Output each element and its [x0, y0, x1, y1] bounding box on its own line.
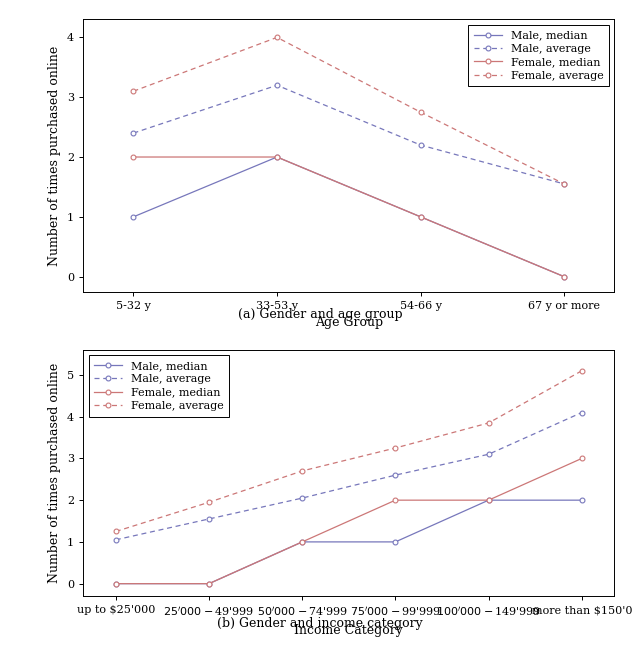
Female, median	[484, 496, 492, 504]
Female, average	[417, 108, 424, 116]
Female, average	[578, 367, 586, 375]
Male, average	[578, 409, 586, 417]
Male, average	[273, 82, 281, 89]
Female, median	[130, 153, 138, 161]
Male, average	[130, 129, 138, 137]
Legend: Male, median, Male, average, Female, median, Female, average: Male, median, Male, average, Female, med…	[468, 25, 609, 86]
Line: Female, median: Female, median	[113, 456, 584, 586]
Text: (a) Gender and age group: (a) Gender and age group	[237, 308, 403, 321]
Female, average	[484, 419, 492, 427]
Female, average	[392, 444, 399, 452]
Male, median	[273, 153, 281, 161]
Female, average	[273, 34, 281, 41]
Line: Male, average: Male, average	[131, 83, 566, 187]
Male, median	[417, 213, 424, 221]
Female, average	[112, 527, 120, 535]
Male, median	[578, 496, 586, 504]
Line: Male, median: Male, median	[131, 155, 566, 279]
Male, median	[392, 538, 399, 546]
Female, median	[560, 273, 568, 281]
Male, average	[484, 450, 492, 458]
Male, average	[112, 536, 120, 544]
Male, median	[112, 580, 120, 588]
Female, median	[298, 538, 306, 546]
Female, median	[417, 213, 424, 221]
Line: Female, average: Female, average	[113, 368, 584, 534]
Female, median	[392, 496, 399, 504]
Female, average	[205, 498, 213, 506]
Male, median	[560, 273, 568, 281]
X-axis label: Age Group: Age Group	[315, 316, 383, 329]
Male, median	[205, 580, 213, 588]
Female, median	[205, 580, 213, 588]
Female, average	[560, 180, 568, 188]
Female, median	[273, 153, 281, 161]
Female, median	[112, 580, 120, 588]
Male, average	[298, 494, 306, 502]
Line: Male, average: Male, average	[113, 410, 584, 542]
Line: Female, median: Female, median	[131, 155, 566, 279]
Line: Male, median: Male, median	[113, 498, 584, 586]
Male, average	[205, 515, 213, 523]
Male, average	[560, 180, 568, 188]
Male, average	[392, 471, 399, 479]
Male, median	[484, 496, 492, 504]
Female, average	[130, 87, 138, 95]
Female, median	[578, 454, 586, 462]
Line: Female, average: Female, average	[131, 35, 566, 187]
Y-axis label: Number of times purchased online: Number of times purchased online	[49, 363, 61, 583]
X-axis label: Income Category: Income Category	[294, 624, 403, 637]
Male, average	[417, 141, 424, 149]
Text: (b) Gender and income category: (b) Gender and income category	[217, 617, 423, 630]
Male, median	[298, 538, 306, 546]
Female, average	[298, 467, 306, 475]
Legend: Male, median, Male, average, Female, median, Female, average: Male, median, Male, average, Female, med…	[89, 356, 229, 417]
Y-axis label: Number of times purchased online: Number of times purchased online	[49, 45, 61, 266]
Male, median	[130, 213, 138, 221]
